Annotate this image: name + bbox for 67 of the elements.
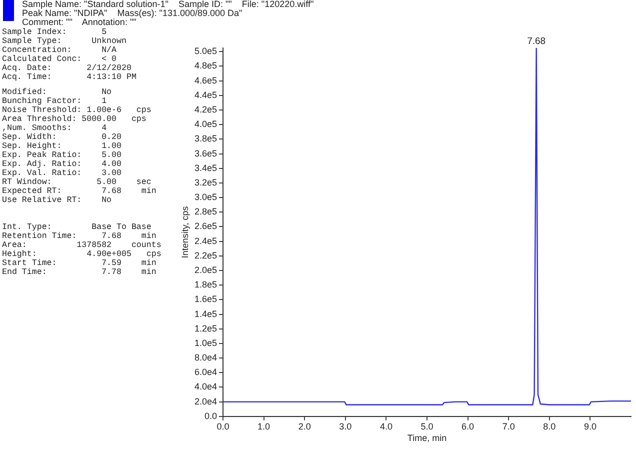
y-tick-label: 8.0e4 xyxy=(194,352,217,363)
x-tick-label: 9.0 xyxy=(584,421,596,432)
y-tick-label: 2.0e4 xyxy=(194,396,217,406)
y-tick-label: 3.6e5 xyxy=(194,148,217,158)
text: Calculated Conc: < 0 xyxy=(2,55,118,64)
y-tick-label: 1.8e5 xyxy=(194,280,217,290)
text: Concentration: N/A xyxy=(2,46,118,55)
y-tick-label: 3.8e5 xyxy=(194,134,217,144)
text: Comment: "" Annotation: "" xyxy=(22,17,136,27)
y-tick-label: 2.8e5 xyxy=(194,206,217,217)
y-tick-label: 4.0e4 xyxy=(194,382,217,392)
y-tick-label: 2.6e5 xyxy=(194,221,217,232)
text: Area Threshold: 5000.00 cps xyxy=(2,115,148,124)
text: Noise Threshold: 1.00e-6 cps xyxy=(2,106,152,115)
x-tick-label: 5.0 xyxy=(420,421,434,432)
text: ,Num. Smooths: 4 xyxy=(2,124,108,133)
x-tick-label: 1.0 xyxy=(258,421,270,432)
y-tick-label: 1.4e5 xyxy=(194,308,217,319)
text: Sample Index: 5 xyxy=(2,28,108,37)
y-tick-label: 4.8e5 xyxy=(194,60,217,71)
y-tick-label: 3.0e5 xyxy=(194,192,217,202)
y-tick-label: 1.2e5 xyxy=(194,323,217,334)
text: Peak Name: "NDIPA" Mass(es): "131.000/89.000 Da" xyxy=(22,8,244,18)
y-tick-label: 2.4e5 xyxy=(194,236,217,246)
y-tick-label: 2.0e5 xyxy=(194,264,217,275)
y-tick-label: 1.6e5 xyxy=(194,294,217,304)
text: Use Relative RT: No xyxy=(2,196,113,205)
text: Sample Type: Unknown xyxy=(2,37,128,46)
text: Int. Type: Base To Base xyxy=(2,223,152,232)
y-tick-label: 6.0e4 xyxy=(194,367,217,378)
text: Exp. Peak Ratio: 5.00 xyxy=(2,151,122,160)
text: Sample Name: "Standard solution-1" Sample ID: "" File: "120220.wiff" xyxy=(22,0,314,9)
y-tick-label: 5.0e5 xyxy=(194,46,217,56)
x-tick-label: 2.0 xyxy=(298,421,311,432)
y-tick-label: 0.0 xyxy=(204,410,217,421)
y-tick-label: 4.2e5 xyxy=(194,104,217,114)
text: Expected RT: 7.68 min xyxy=(2,187,156,196)
x-tick-label: 4.0 xyxy=(380,421,392,432)
y-tick-label: 3.2e5 xyxy=(194,177,217,188)
x-tick-label: 6.0 xyxy=(462,421,474,432)
x-tick-label: 3.0 xyxy=(339,421,352,432)
y-axis-title: Intensity, cps xyxy=(180,206,190,258)
x-tick-label: 0.0 xyxy=(216,421,230,432)
text: Acq. Time: 4:13:10 PM xyxy=(2,73,136,82)
y-tick-label: 2.2e5 xyxy=(194,250,217,260)
text: End Time: 7.78 min xyxy=(2,268,158,277)
y-tick-label: 1.0e5 xyxy=(194,338,217,348)
text: Sep. Height: 1.00 xyxy=(2,142,122,151)
text: Bunching Factor: 1 xyxy=(2,97,108,106)
text: Sep. Width: 0.20 xyxy=(2,133,122,142)
y-tick-label: 3.4e5 xyxy=(194,162,217,173)
text: RT Window: 5.00 sec xyxy=(2,178,152,187)
y-tick-label: 4.0e5 xyxy=(194,119,217,130)
text: Area: 1378582 counts xyxy=(2,241,162,250)
text: Acq. Date: 2/12/2020 xyxy=(2,64,132,73)
text: Modified: No xyxy=(2,88,113,97)
x-tick-label: 8.0 xyxy=(543,421,556,432)
text: Exp. Adj. Ratio: 4.00 xyxy=(2,160,122,169)
annotation: 7.68 xyxy=(527,36,546,47)
text: Height: 4.90e+005 cps xyxy=(2,250,162,259)
x-axis-title: Time, min xyxy=(407,433,447,444)
x-tick-label: 7.0 xyxy=(502,421,515,432)
text: Start Time: 7.59 min xyxy=(2,259,158,268)
y-tick-label: 4.4e5 xyxy=(194,90,217,100)
text: Exp. Val. Ratio: 3.00 xyxy=(2,169,122,178)
y-tick-label: 4.6e5 xyxy=(194,75,217,86)
text: Retention Time: 7.68 min xyxy=(2,232,158,241)
